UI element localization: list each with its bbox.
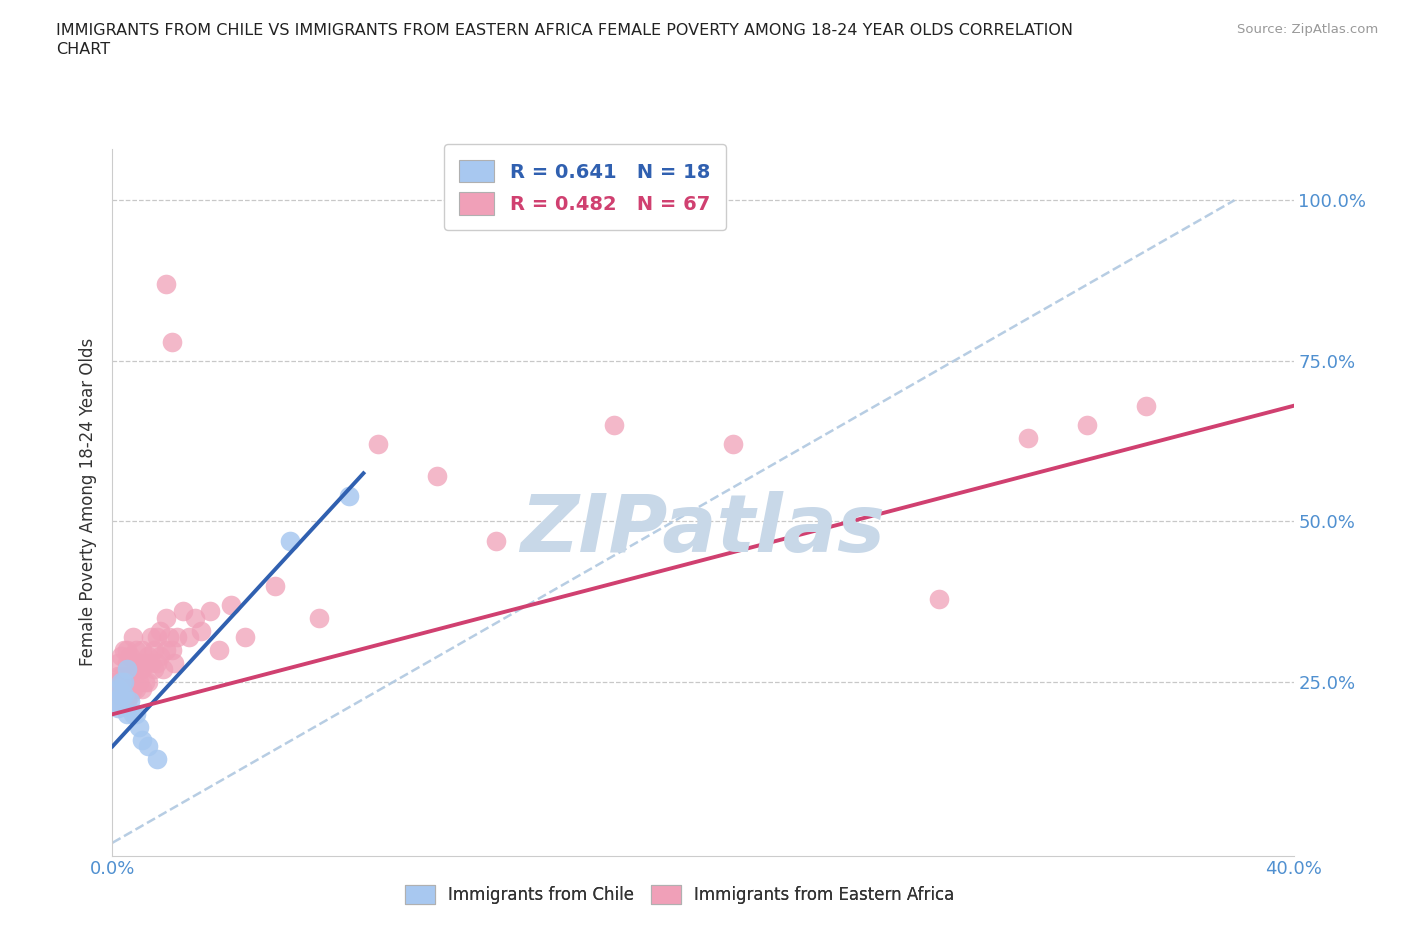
Point [928, 591, 950, 606]
Point [163, 656, 186, 671]
Point [155, 643, 177, 658]
Point [125, 707, 148, 722]
Point [120, 687, 142, 702]
Point [122, 662, 145, 677]
Point [160, 334, 183, 349]
Point [131, 662, 153, 677]
Point [110, 687, 132, 702]
Point [219, 598, 242, 613]
Point [172, 604, 194, 618]
Legend: Immigrants from Chile, Immigrants from Eastern Africa: Immigrants from Chile, Immigrants from E… [398, 878, 960, 910]
Point [146, 656, 169, 671]
Point [190, 623, 212, 638]
Point [155, 610, 177, 625]
Point [155, 276, 177, 291]
Point [139, 656, 162, 671]
Point [721, 437, 744, 452]
Point [112, 674, 135, 689]
Point [112, 674, 135, 689]
Point [107, 681, 129, 696]
Point [110, 687, 132, 702]
Point [149, 649, 172, 664]
Point [120, 669, 142, 684]
Point [120, 649, 142, 664]
Point [110, 674, 132, 689]
Point [1076, 418, 1098, 432]
Point [179, 630, 201, 644]
Point [160, 643, 183, 658]
Point [1135, 398, 1157, 413]
Point [107, 687, 129, 702]
Point [112, 643, 135, 658]
Point [146, 751, 169, 766]
Text: CHART: CHART [56, 42, 110, 57]
Point [110, 649, 132, 664]
Point [136, 739, 159, 754]
Point [198, 604, 221, 618]
Point [278, 533, 301, 548]
Point [125, 681, 148, 696]
Text: ZIPatlas: ZIPatlas [520, 491, 886, 569]
Text: IMMIGRANTS FROM CHILE VS IMMIGRANTS FROM EASTERN AFRICA FEMALE POVERTY AMONG 18-: IMMIGRANTS FROM CHILE VS IMMIGRANTS FROM… [56, 23, 1073, 38]
Point [117, 662, 138, 677]
Point [166, 630, 188, 644]
Point [104, 674, 127, 689]
Point [142, 662, 165, 677]
Point [131, 733, 153, 748]
Point [308, 610, 330, 625]
Point [117, 674, 138, 689]
Point [131, 681, 153, 696]
Point [128, 720, 150, 735]
Point [264, 578, 287, 593]
Point [367, 437, 389, 452]
Point [104, 694, 127, 709]
Point [120, 694, 142, 709]
Point [134, 656, 156, 671]
Point [122, 630, 145, 644]
Point [134, 674, 156, 689]
Point [112, 694, 135, 709]
Point [131, 643, 153, 658]
Point [149, 623, 172, 638]
Y-axis label: Female Poverty Among 18-24 Year Olds: Female Poverty Among 18-24 Year Olds [79, 339, 97, 666]
Point [107, 700, 129, 715]
Point [125, 662, 148, 677]
Point [136, 649, 159, 664]
Point [426, 469, 449, 484]
Point [233, 630, 256, 644]
Point [107, 656, 129, 671]
Point [603, 418, 626, 432]
Point [110, 669, 132, 684]
Point [122, 681, 145, 696]
Point [117, 643, 138, 658]
Point [117, 707, 138, 722]
Point [117, 694, 138, 709]
Point [107, 669, 129, 684]
Point [485, 533, 508, 548]
Point [136, 674, 159, 689]
Point [142, 643, 165, 658]
Text: Source: ZipAtlas.com: Source: ZipAtlas.com [1237, 23, 1378, 36]
Point [139, 630, 162, 644]
Point [125, 643, 148, 658]
Point [184, 610, 207, 625]
Point [337, 488, 360, 503]
Point [122, 707, 145, 722]
Point [157, 630, 180, 644]
Point [152, 662, 174, 677]
Point [117, 656, 138, 671]
Point [128, 674, 150, 689]
Point [146, 630, 169, 644]
Point [112, 687, 135, 702]
Point [128, 656, 150, 671]
Point [104, 694, 127, 709]
Point [208, 643, 231, 658]
Point [1017, 431, 1039, 445]
